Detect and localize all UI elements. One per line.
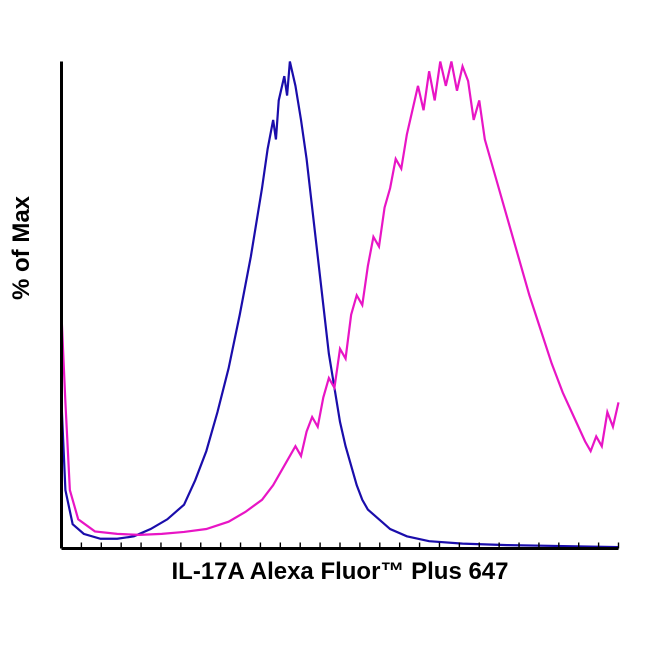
histogram-chart <box>60 60 620 550</box>
chart-svg <box>60 60 620 550</box>
x-axis-label: IL-17A Alexa Fluor™ Plus 647 <box>60 558 620 586</box>
y-axis-label: % of Max <box>8 196 36 300</box>
